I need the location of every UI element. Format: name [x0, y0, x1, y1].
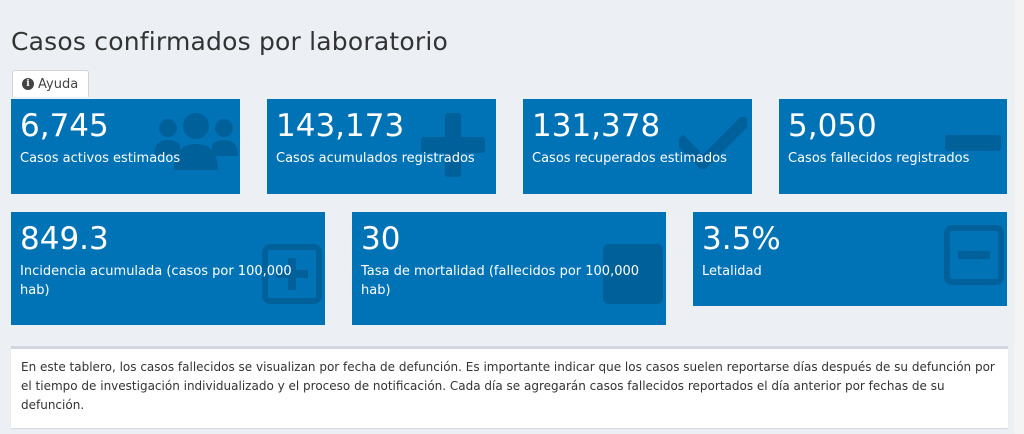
square-icon	[603, 244, 663, 304]
stat-value: 849.3	[20, 221, 109, 257]
users-icon	[154, 112, 238, 172]
scrollbar[interactable]	[1014, 0, 1024, 434]
stat-value: 30	[361, 221, 401, 257]
minus-square-icon	[944, 225, 1004, 285]
stat-value: 131,378	[532, 108, 661, 144]
stat-value: 6,745	[20, 108, 109, 144]
plus-square-icon	[262, 244, 322, 304]
stat-label: Casos acumulados registrados	[276, 151, 475, 166]
stat-box-lethality[interactable]: 3.5% Letalidad	[693, 212, 1007, 306]
info-note: En este tablero, los casos fallecidos se…	[11, 346, 1008, 428]
stat-box-deceased-cases[interactable]: 5,050 Casos fallecidos registrados	[779, 99, 1007, 194]
stat-label: Tasa de mortalidad (fallecidos por 100,0…	[361, 264, 640, 298]
info-icon: i	[22, 78, 34, 90]
stat-label: Casos activos estimados	[20, 151, 181, 166]
stat-value: 5,050	[788, 108, 877, 144]
stat-box-accumulated-cases[interactable]: 143,173 Casos acumulados registrados	[267, 99, 496, 194]
stat-value: 143,173	[276, 108, 405, 144]
minus-icon	[945, 135, 1001, 151]
plus-icon	[421, 113, 485, 177]
stat-value: 3.5%	[702, 221, 781, 257]
stat-box-active-cases[interactable]: 6,745 Casos activos estimados	[11, 99, 240, 194]
stat-label: Casos recuperados estimados	[532, 151, 727, 166]
page-title: Casos confirmados por laboratorio	[11, 27, 448, 56]
stat-box-cumulative-incidence[interactable]: 849.3 Incidencia acumulada (casos por 10…	[11, 212, 325, 325]
help-button-label: Ayuda	[38, 76, 79, 92]
check-icon	[679, 117, 747, 169]
stat-box-recovered-cases[interactable]: 131,378 Casos recuperados estimados	[523, 99, 752, 194]
stat-box-mortality-rate[interactable]: 30 Tasa de mortalidad (fallecidos por 10…	[352, 212, 666, 325]
stat-label: Casos fallecidos registrados	[788, 151, 970, 166]
stat-label: Incidencia acumulada (casos por 100,000 …	[20, 264, 292, 298]
help-button[interactable]: i Ayuda	[12, 70, 90, 97]
stat-label: Letalidad	[702, 264, 762, 279]
